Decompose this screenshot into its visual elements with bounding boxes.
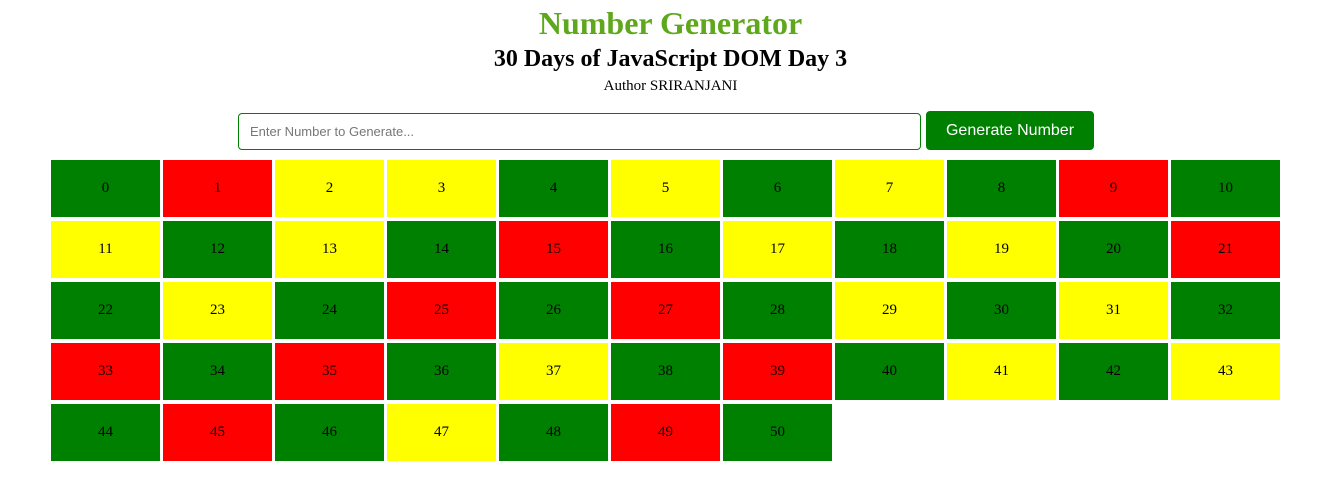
- number-cell: 44: [51, 404, 160, 461]
- number-cell: 2: [275, 160, 384, 217]
- number-cell: 47: [387, 404, 496, 461]
- number-cell: 12: [163, 221, 272, 278]
- number-cell: 16: [611, 221, 720, 278]
- number-cell: 19: [947, 221, 1056, 278]
- number-cell: 26: [499, 282, 608, 339]
- number-cell: 27: [611, 282, 720, 339]
- page-subtitle: 30 Days of JavaScript DOM Day 3: [493, 46, 848, 72]
- number-cell: 38: [611, 343, 720, 400]
- number-cell: 15: [499, 221, 608, 278]
- number-cell: 14: [387, 221, 496, 278]
- number-cell: 48: [499, 404, 608, 461]
- number-cell: 24: [275, 282, 384, 339]
- number-cell: 37: [499, 343, 608, 400]
- number-cell: 9: [1059, 160, 1168, 217]
- number-cell: 34: [163, 343, 272, 400]
- number-cell: 32: [1171, 282, 1280, 339]
- number-grid: 0 1 2 3 4 5 6 7 8 9 10 11 12 13 14 15 16 17 18 19 20 21 22 23 24…: [51, 160, 1280, 461]
- number-cell: 29: [835, 282, 944, 339]
- number-cell: 8: [947, 160, 1056, 217]
- number-cell: 46: [275, 404, 384, 461]
- generate-number-button[interactable]: Generate Number: [926, 111, 1094, 150]
- number-cell: 42: [1059, 343, 1168, 400]
- number-cell: 35: [275, 343, 384, 400]
- number-input[interactable]: [238, 113, 921, 150]
- number-cell: 25: [387, 282, 496, 339]
- number-cell: 39: [723, 343, 832, 400]
- number-cell: 7: [835, 160, 944, 217]
- number-cell: 10: [1171, 160, 1280, 217]
- number-cell: 45: [163, 404, 272, 461]
- number-cell: 6: [723, 160, 832, 217]
- number-cell: 41: [947, 343, 1056, 400]
- number-cell: 3: [387, 160, 496, 217]
- number-cell: 28: [723, 282, 832, 339]
- number-cell: 5: [611, 160, 720, 217]
- number-cell: 50: [723, 404, 832, 461]
- number-cell: 13: [275, 221, 384, 278]
- number-cell: 31: [1059, 282, 1168, 339]
- page-title: Number Generator: [538, 5, 803, 41]
- number-cell: 36: [387, 343, 496, 400]
- number-cell: 4: [499, 160, 608, 217]
- number-cell: 11: [51, 221, 160, 278]
- number-cell: 21: [1171, 221, 1280, 278]
- number-cell: 30: [947, 282, 1056, 339]
- author-label: Author SRIRANJANI: [603, 78, 738, 94]
- number-cell: 40: [835, 343, 944, 400]
- number-cell: 0: [51, 160, 160, 217]
- number-cell: 18: [835, 221, 944, 278]
- number-cell: 22: [51, 282, 160, 339]
- number-cell: 1: [163, 160, 272, 217]
- number-cell: 49: [611, 404, 720, 461]
- number-cell: 43: [1171, 343, 1280, 400]
- number-cell: 20: [1059, 221, 1168, 278]
- number-cell: 23: [163, 282, 272, 339]
- number-cell: 17: [723, 221, 832, 278]
- number-cell: 33: [51, 343, 160, 400]
